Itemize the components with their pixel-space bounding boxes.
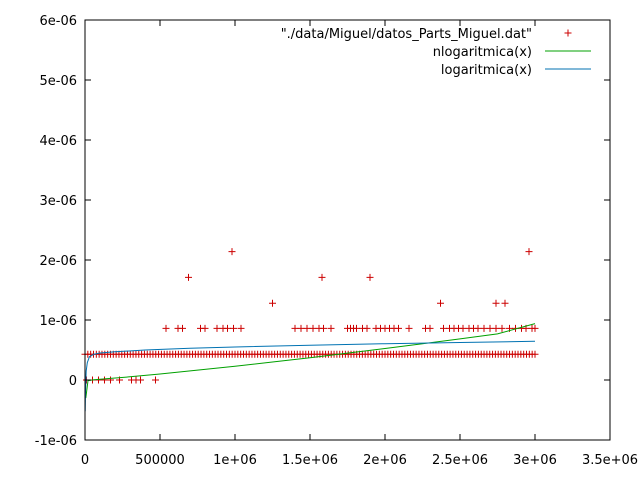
x-tick-label: 2e+06 [363, 453, 407, 468]
data-point [297, 324, 305, 332]
scatter-points [81, 248, 539, 384]
x-tick-label: 3.5e+06 [582, 453, 638, 468]
data-point [366, 273, 374, 281]
data-point [224, 324, 231, 332]
x-tick-label: 3e+06 [513, 453, 557, 468]
data-point [474, 324, 482, 332]
data-point [318, 273, 326, 281]
legend-label: nlogaritmica(x) [433, 45, 532, 60]
data-point [363, 324, 371, 332]
y-tick-label: 0 [69, 374, 77, 389]
data-point [480, 324, 488, 332]
data-point [525, 248, 533, 256]
legend-label: "./data/Miguel/datos_Parts_Miguel.dat" [281, 27, 532, 42]
data-point [162, 324, 170, 332]
x-tick-labels: 0 500000 1e+06 1.5e+06 2e+06 2.5e+06 3e+06 3.5e… [81, 453, 638, 468]
data-point [531, 324, 539, 332]
data-point [152, 376, 159, 384]
x-tick-label: 0 [81, 453, 89, 468]
legend-marker [564, 29, 572, 37]
series-line [85, 323, 536, 399]
data-point [230, 324, 237, 332]
data-point [459, 324, 467, 332]
fit-lines [84, 323, 536, 412]
data-point [320, 324, 327, 332]
data-point [492, 299, 500, 307]
data-point [137, 376, 144, 384]
x-tick-label: 1.5e+06 [282, 453, 338, 468]
y-tick-labels: -1e-06 0 1e-06 2e-06 3e-06 4e-06 5e-06 6e-06 [35, 14, 77, 449]
data-point [228, 248, 236, 256]
data-point [426, 324, 434, 332]
y-tick-label: 1e-06 [39, 314, 77, 329]
axis-ticks [84, 19, 611, 441]
data-point [405, 324, 413, 332]
data-point [440, 324, 447, 332]
y-tick-label: 2e-06 [39, 254, 77, 269]
data-point [101, 376, 108, 384]
data-point [353, 324, 360, 332]
x-tick-label: 500000 [135, 453, 185, 468]
data-points-series [81, 248, 539, 384]
plot-frame [84, 19, 611, 441]
data-point [237, 324, 245, 332]
legend-label: logaritmica(x) [441, 63, 532, 78]
data-point [501, 299, 509, 307]
y-tick-label: 4e-06 [39, 134, 77, 149]
data-point [269, 299, 276, 307]
data-point [486, 324, 494, 332]
data-point [498, 324, 506, 332]
y-tick-label: -1e-06 [35, 434, 77, 449]
data-point [185, 273, 192, 281]
data-point [437, 299, 444, 307]
data-point [531, 350, 539, 358]
x-tick-label: 1e+06 [213, 453, 257, 468]
y-tick-label: 6e-06 [39, 14, 77, 29]
data-point [327, 324, 335, 332]
y-tick-label: 3e-06 [39, 194, 77, 209]
data-point [179, 324, 186, 332]
legend: "./data/Miguel/datos_Parts_Miguel.dat"nl… [281, 27, 591, 78]
data-point [291, 324, 299, 332]
x-tick-label: 2.5e+06 [432, 453, 488, 468]
data-point [309, 324, 317, 332]
data-point [303, 324, 311, 332]
data-point [492, 324, 500, 332]
series-line [84, 340, 536, 412]
data-point [107, 376, 114, 384]
data-point [213, 324, 221, 332]
y-tick-label: 5e-06 [39, 74, 77, 89]
data-point [395, 324, 402, 332]
data-point [201, 324, 209, 332]
